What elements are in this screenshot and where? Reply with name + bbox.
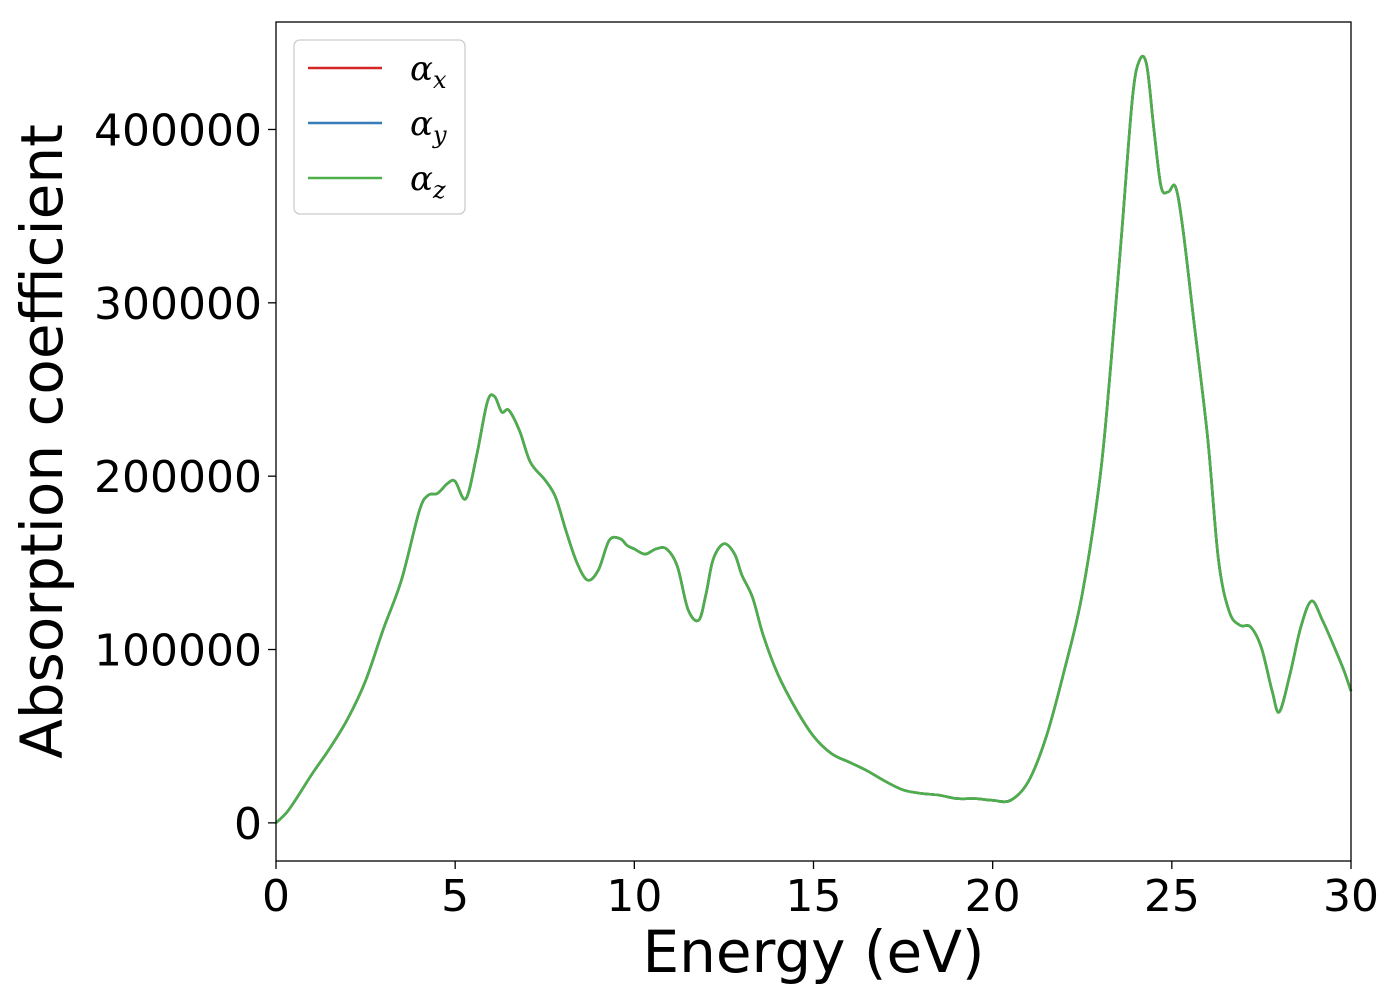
- x-tick-label: 5: [441, 871, 469, 922]
- y-tick-label: 400000: [94, 105, 262, 156]
- y-tick-label: 0: [234, 799, 262, 850]
- x-tick-label: 30: [1323, 871, 1379, 922]
- y-tick-label: 300000: [94, 279, 262, 330]
- x-tick-label: 25: [1144, 871, 1200, 922]
- x-tick-label: 20: [965, 871, 1021, 922]
- x-tick-label: 10: [606, 871, 662, 922]
- legend-label-y: αy: [410, 104, 447, 149]
- x-axis-title: Energy (eV): [642, 918, 984, 986]
- y-axis-title: Absorption coefficient: [8, 124, 76, 759]
- x-tick-label: 15: [786, 871, 842, 922]
- x-tick-label: 0: [262, 871, 290, 922]
- legend: αx αy αz: [293, 39, 466, 215]
- legend-label-x: αx: [410, 49, 447, 94]
- series-layer: [275, 55, 1353, 824]
- legend-box: [293, 39, 466, 215]
- series-line-3: [275, 55, 1353, 824]
- y-tick-label: 100000: [94, 626, 262, 677]
- y-tick-label: 200000: [94, 452, 262, 503]
- y-axis-ticks: 0 100000 200000 300000 400000: [94, 105, 276, 850]
- legend-label-z: αz: [410, 159, 446, 204]
- x-axis-ticks: 0 5 10 15 20 25 30: [262, 861, 1379, 922]
